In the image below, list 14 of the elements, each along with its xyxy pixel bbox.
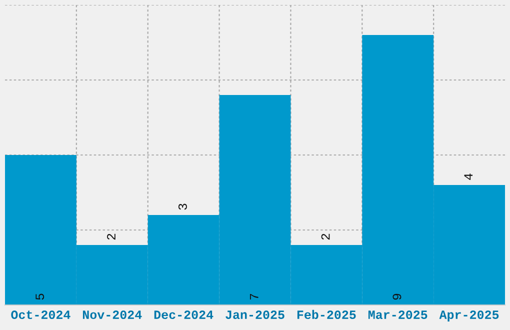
x-tick-label: Apr-2025 (439, 310, 499, 322)
data-label: 3 (178, 204, 187, 210)
x-tick-label: Dec-2024 (154, 310, 214, 320)
x-tick-label: Oct-2024 (11, 310, 70, 320)
x-tick-label: Nov-2024 (82, 310, 142, 320)
data-label: 4 (464, 174, 473, 180)
data-label: 5 (36, 294, 44, 300)
data-label: 2 (321, 234, 330, 240)
x-tick-label: Feb-2025 (297, 310, 356, 320)
data-label: 2 (107, 234, 116, 240)
data-label: 9 (392, 294, 402, 300)
data-label: 7 (250, 294, 258, 300)
x-tick-label: Jan-2025 (226, 310, 284, 320)
x-tick-label: Mar-2025 (368, 310, 428, 320)
